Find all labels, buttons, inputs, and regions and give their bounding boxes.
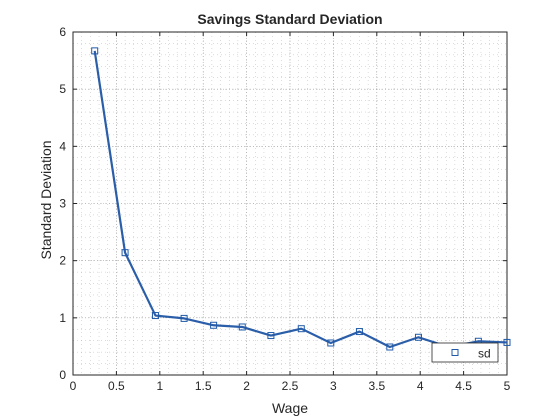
y-tick-label: 0 bbox=[59, 368, 66, 382]
x-tick-label: 2.5 bbox=[282, 379, 299, 393]
data-point-marker bbox=[386, 343, 394, 351]
data-point-marker bbox=[151, 312, 159, 320]
data-point-marker bbox=[414, 333, 422, 341]
data-point-marker bbox=[503, 338, 511, 346]
data-point-marker bbox=[121, 249, 129, 257]
y-tick-label: 6 bbox=[59, 25, 66, 39]
x-tick-label: 1.5 bbox=[195, 379, 212, 393]
x-tick-label: 0 bbox=[70, 379, 77, 393]
data-point-marker bbox=[267, 332, 275, 340]
data-point-marker bbox=[210, 321, 218, 329]
x-tick-label: 3.5 bbox=[368, 379, 385, 393]
x-axis-label: Wage bbox=[272, 400, 308, 416]
y-tick-label: 1 bbox=[59, 311, 66, 325]
y-axis-ticks: 0 1 2 3 4 5 6 bbox=[59, 25, 507, 382]
data-point-marker bbox=[238, 323, 246, 331]
legend: sd bbox=[431, 342, 499, 363]
legend-box bbox=[431, 342, 499, 363]
x-axis-ticks: 0 0.5 1 1.5 2 2.5 3 3.5 4 4.5 5 bbox=[70, 32, 511, 393]
x-tick-label: 5 bbox=[504, 379, 511, 393]
data-point-marker bbox=[91, 47, 99, 55]
major-grid bbox=[73, 32, 507, 375]
data-point-marker bbox=[355, 328, 363, 336]
data-point-marker bbox=[327, 339, 335, 347]
x-tick-label: 0.5 bbox=[108, 379, 125, 393]
y-axis-label: Standard Deviation bbox=[38, 140, 54, 259]
x-tick-label: 1 bbox=[156, 379, 163, 393]
legend-label: sd bbox=[478, 347, 491, 361]
y-tick-label: 3 bbox=[59, 197, 66, 211]
data-point-marker bbox=[180, 314, 188, 322]
y-tick-label: 5 bbox=[59, 82, 66, 96]
x-tick-label: 4 bbox=[417, 379, 424, 393]
y-tick-label: 4 bbox=[59, 139, 66, 153]
x-tick-label: 2 bbox=[243, 379, 250, 393]
legend-marker-icon bbox=[451, 349, 459, 356]
chart-title: Savings Standard Deviation bbox=[197, 11, 382, 27]
data-point-marker bbox=[297, 325, 305, 333]
x-tick-label: 4.5 bbox=[455, 379, 472, 393]
x-tick-label: 3 bbox=[330, 379, 337, 393]
y-tick-label: 2 bbox=[59, 254, 66, 268]
